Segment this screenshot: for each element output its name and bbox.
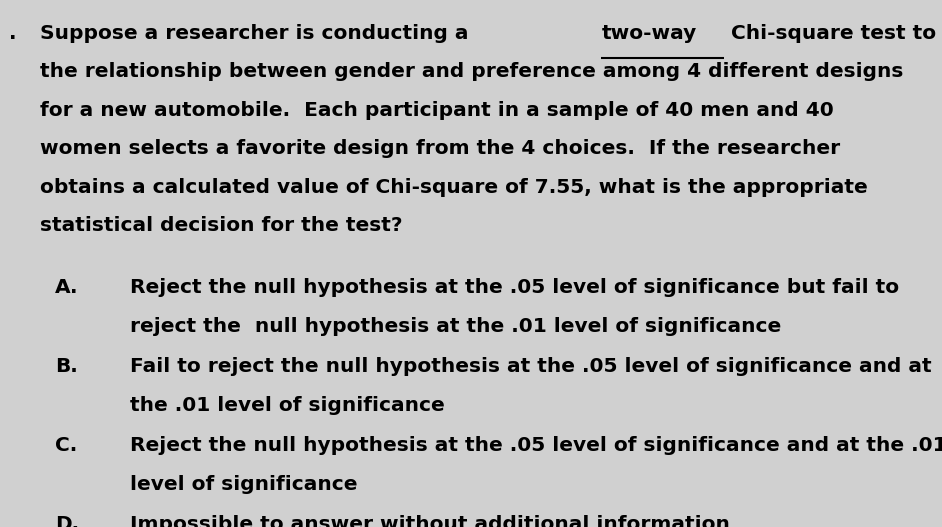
Text: reject the  null hypothesis at the .01 level of significance: reject the null hypothesis at the .01 le… (130, 317, 781, 336)
Text: for a new automobile.  Each participant in a sample of 40 men and 40: for a new automobile. Each participant i… (40, 101, 834, 120)
Text: level of significance: level of significance (130, 475, 358, 494)
Text: .: . (9, 24, 17, 43)
Text: Impossible to answer without additional information: Impossible to answer without additional … (130, 515, 730, 527)
Text: Reject the null hypothesis at the .05 level of significance and at the .01: Reject the null hypothesis at the .05 le… (130, 436, 942, 455)
Text: B.: B. (55, 357, 77, 376)
Text: the .01 level of significance: the .01 level of significance (130, 396, 445, 415)
Text: two-way: two-way (602, 24, 697, 43)
Text: Fail to reject the null hypothesis at the .05 level of significance and at: Fail to reject the null hypothesis at th… (130, 357, 932, 376)
Text: obtains a calculated value of Chi-square of 7.55, what is the appropriate: obtains a calculated value of Chi-square… (40, 178, 868, 197)
Text: C.: C. (55, 436, 77, 455)
Text: statistical decision for the test?: statistical decision for the test? (40, 216, 402, 235)
Text: women selects a favorite design from the 4 choices.  If the researcher: women selects a favorite design from the… (40, 139, 839, 158)
Text: A.: A. (55, 278, 78, 297)
Text: Reject the null hypothesis at the .05 level of significance but fail to: Reject the null hypothesis at the .05 le… (130, 278, 899, 297)
Text: the relationship between gender and preference among 4 different designs: the relationship between gender and pref… (40, 62, 903, 81)
Text: Suppose a researcher is conducting a: Suppose a researcher is conducting a (40, 24, 475, 43)
Text: Chi-square test to evaluate: Chi-square test to evaluate (724, 24, 942, 43)
Text: D.: D. (55, 515, 79, 527)
